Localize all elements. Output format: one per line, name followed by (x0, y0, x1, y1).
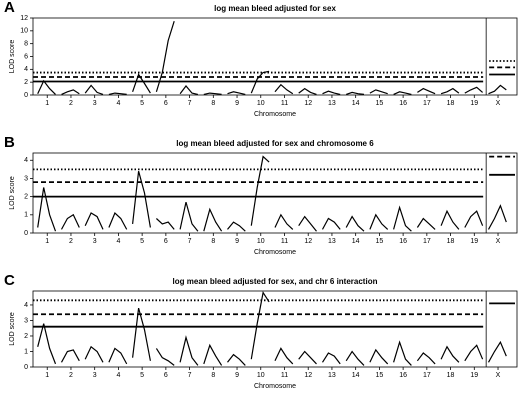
x-tick-label: X (496, 372, 501, 379)
x-tick-label: 18 (447, 238, 455, 245)
x-tick-label: 2 (69, 238, 73, 245)
x-tick-label: 11 (281, 238, 288, 245)
x-tick-label: 1 (45, 100, 49, 107)
y-tick-label: 1 (24, 212, 28, 219)
plot-frame (32, 152, 518, 234)
y-tick-label: 0 (24, 230, 28, 237)
lod-curve (37, 155, 507, 232)
x-tick-label: 9 (235, 238, 239, 245)
x-tick-label: 13 (328, 238, 336, 245)
x-tick-label: 10 (257, 100, 265, 107)
x-tick-label: 19 (470, 372, 478, 379)
x-tick-label: 15 (375, 238, 383, 245)
x-tick-label: 8 (211, 372, 215, 379)
y-tick-label: 12 (20, 15, 28, 22)
y-tick-label: 6 (24, 53, 28, 60)
x-tick-label: 11 (281, 100, 288, 107)
y-axis-label: LOD score (9, 176, 16, 210)
panel-label: A (4, 0, 15, 16)
x-tick-label: X (496, 100, 501, 107)
x-tick-label: 14 (352, 238, 360, 245)
x-tick-label: 5 (140, 238, 144, 245)
x-tick-label: 1 (45, 238, 49, 245)
y-tick-label: 2 (24, 193, 28, 200)
x-tick-label: 15 (375, 372, 383, 379)
x-tick-label: 14 (352, 100, 360, 107)
x-tick-label: 19 (470, 238, 478, 245)
x-axis-label: Chromosome (254, 383, 296, 390)
x-tick-label: 12 (304, 372, 312, 379)
x-tick-label: 2 (69, 100, 73, 107)
panel-title: log mean bleed adjusted for sex and chro… (176, 139, 374, 148)
lod-curve (37, 21, 507, 95)
y-tick-label: 3 (24, 175, 28, 182)
y-tick-label: 0 (24, 364, 28, 371)
panel-label: C (4, 272, 15, 289)
x-tick-label: 4 (116, 372, 120, 379)
x-tick-label: 11 (281, 372, 288, 379)
y-tick-label: 2 (24, 79, 28, 86)
x-tick-label: 16 (399, 238, 407, 245)
plot-frame (32, 290, 518, 368)
y-tick-label: 4 (24, 66, 28, 73)
y-axis-label: LOD score (9, 312, 16, 346)
x-tick-label: X (496, 238, 501, 245)
x-tick-label: 4 (116, 238, 120, 245)
y-tick-label: 4 (24, 302, 28, 309)
y-tick-label: 0 (24, 92, 28, 99)
x-tick-label: 13 (328, 100, 336, 107)
panel-title: log mean bleed adjusted for sex (214, 4, 336, 13)
x-tick-label: 8 (211, 238, 215, 245)
x-axis-label: Chromosome (254, 111, 296, 118)
y-tick-label: 3 (24, 317, 28, 324)
x-tick-label: 12 (304, 238, 312, 245)
x-tick-label: 1 (45, 372, 49, 379)
x-tick-label: 17 (423, 238, 431, 245)
panel-title: log mean bleed adjusted for sex, and chr… (173, 277, 378, 286)
x-tick-label: 18 (447, 372, 455, 379)
x-tick-label: 4 (116, 100, 120, 107)
x-tick-label: 3 (93, 372, 97, 379)
x-tick-label: 7 (188, 372, 192, 379)
x-tick-label: 5 (140, 372, 144, 379)
x-tick-label: 12 (304, 100, 312, 107)
x-tick-label: 6 (164, 100, 168, 107)
x-tick-label: 17 (423, 100, 431, 107)
x-tick-label: 19 (470, 100, 478, 107)
x-tick-label: 18 (447, 100, 455, 107)
x-tick-label: 13 (328, 372, 336, 379)
x-tick-label: 17 (423, 372, 431, 379)
y-tick-label: 1 (24, 348, 28, 355)
y-tick-label: 10 (20, 28, 28, 35)
x-axis-label: Chromosome (254, 249, 296, 256)
x-tick-label: 10 (257, 238, 265, 245)
y-axis-label: LOD score (9, 40, 16, 74)
x-tick-label: 10 (257, 372, 265, 379)
x-tick-label: 7 (188, 100, 192, 107)
y-tick-label: 8 (24, 41, 28, 48)
x-tick-label: 3 (93, 238, 97, 245)
x-tick-label: 8 (211, 100, 215, 107)
y-tick-label: 4 (24, 157, 28, 164)
x-tick-label: 3 (93, 100, 97, 107)
x-tick-label: 6 (164, 238, 168, 245)
plot-frame (32, 17, 518, 96)
lod-curve (37, 291, 507, 366)
panel-label: B (4, 134, 15, 151)
y-tick-label: 2 (24, 333, 28, 340)
x-tick-label: 9 (235, 100, 239, 107)
x-tick-label: 2 (69, 372, 73, 379)
x-tick-label: 5 (140, 100, 144, 107)
x-tick-label: 15 (375, 100, 383, 107)
x-tick-label: 16 (399, 100, 407, 107)
x-tick-label: 16 (399, 372, 407, 379)
x-tick-label: 14 (352, 372, 360, 379)
x-tick-label: 9 (235, 372, 239, 379)
x-tick-label: 6 (164, 372, 168, 379)
x-tick-label: 7 (188, 238, 192, 245)
